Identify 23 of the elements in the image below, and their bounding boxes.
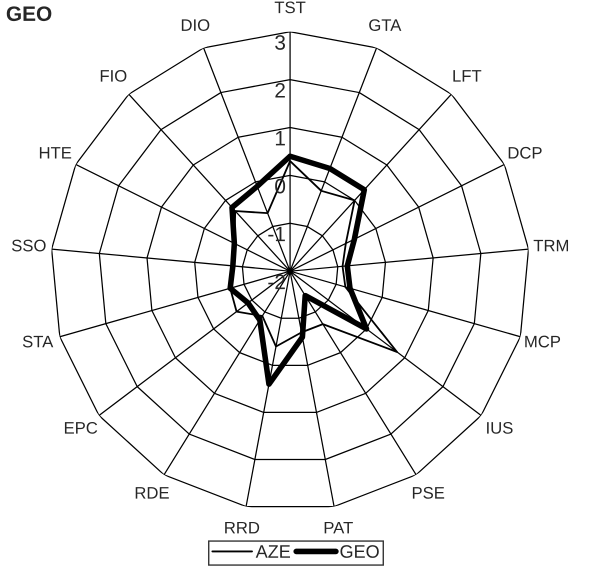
legend-label: GEO — [340, 545, 379, 558]
legend-label: AZE — [256, 545, 290, 558]
chart-title: GEO — [6, 6, 52, 22]
spoke-label: GTA — [369, 19, 402, 32]
spoke-label: RDE — [136, 487, 169, 499]
spoke-label: DCP — [508, 146, 542, 159]
y-tick-label: 1 — [276, 131, 285, 146]
spoke-label: MCP — [525, 336, 560, 348]
spoke-label: RRD — [225, 522, 260, 534]
spoke-label: HTE — [40, 147, 72, 159]
spoke-label: TST — [274, 1, 306, 14]
y-tick-label: 3 — [275, 35, 285, 50]
spoke-label: FIO — [100, 70, 126, 82]
spoke-label: IUS — [487, 422, 513, 434]
spoke-label: TRM — [534, 240, 568, 252]
spoke-label: LFT — [453, 70, 482, 82]
spoke-label: SSO — [12, 240, 46, 252]
spoke-label: PSE — [412, 486, 444, 499]
spoke-label: PAT — [324, 522, 353, 534]
spoke-label: DIO — [182, 19, 210, 32]
spoke-label: EPC — [64, 422, 98, 434]
spoke-label: STA — [22, 336, 54, 348]
y-tick-label: 2 — [275, 82, 285, 98]
